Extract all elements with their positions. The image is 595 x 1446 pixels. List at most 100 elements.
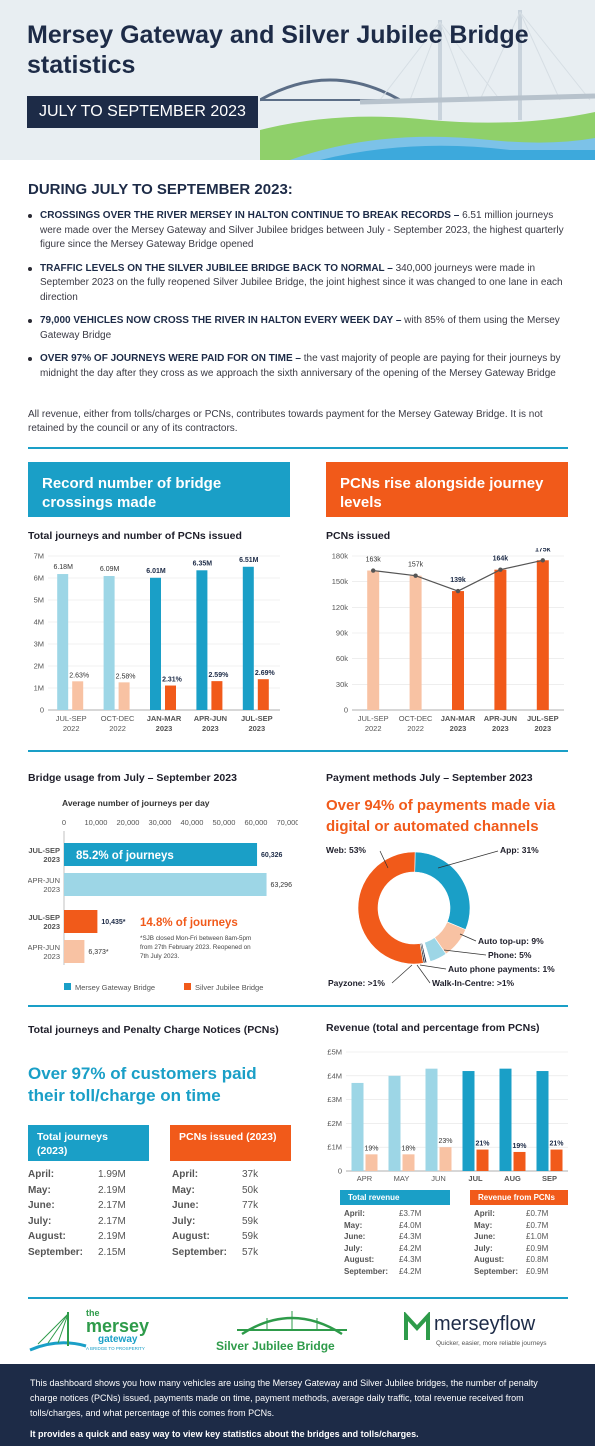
sjb-logo-text: Silver Jubilee Bridge	[216, 1339, 335, 1353]
journeys-value-label: 6.35M	[193, 560, 213, 567]
pcn-value-label: 139k	[450, 577, 466, 584]
x-tick-label: JUL-SEP	[241, 714, 273, 723]
pcn-share-label: 18%	[401, 1145, 415, 1152]
usage-bar	[64, 940, 85, 963]
pcns-table-head: PCNs issued (2023)	[170, 1125, 291, 1161]
pcn-percent-label: 2.59%	[208, 672, 229, 679]
y-tick-label: JUL-SEP	[28, 846, 60, 855]
divider	[28, 1005, 568, 1007]
revenue-bar	[351, 1082, 364, 1171]
pcn-revenue-bar	[476, 1149, 489, 1171]
row-value: 37k	[242, 1169, 259, 1180]
pcn-bar	[118, 682, 130, 710]
y-tick-label: 60k	[336, 654, 348, 663]
mersey-gateway-logo-main: mersey	[86, 1316, 150, 1336]
table-row: May: 2.19M	[28, 1183, 153, 1199]
revenue-bar	[499, 1068, 512, 1171]
y-tick-label: APR-JUN	[28, 943, 60, 952]
row-value: £4.3M	[399, 1255, 422, 1264]
pcn-bar	[165, 685, 176, 710]
row-label: September:	[344, 1266, 389, 1276]
revenue-bar	[388, 1075, 401, 1171]
y-tick-label: JUL-SEP	[28, 913, 60, 922]
pcns-table: April: 37k May: 50k June: 77k July: 59k August: 5…	[172, 1167, 292, 1260]
donut-label: Payzone: >1%	[328, 978, 385, 988]
x-tick-label: 30,000	[149, 818, 172, 827]
date-badge: JULY TO SEPTEMBER 2023	[27, 96, 258, 128]
pcn-percent-label: 2.31%	[162, 677, 183, 684]
row-label: July:	[344, 1243, 363, 1253]
legend-label-sjb: Silver Jubilee Bridge	[195, 983, 263, 992]
pcn-bar	[367, 570, 380, 710]
sjb-logo: Silver Jubilee Bridge	[212, 1308, 372, 1356]
banner-pcns-rise: PCNs rise alongside journey levels	[326, 462, 568, 517]
x-tick-label: SEP	[542, 1174, 557, 1183]
bridge-illustration	[260, 10, 595, 160]
table-row: September: £0.9M	[474, 1266, 566, 1278]
table-row: August: 59k	[172, 1229, 292, 1245]
x-tick-label: 60,000	[245, 818, 268, 827]
y-tick-label: £2M	[327, 1119, 342, 1128]
row-label: June:	[344, 1232, 366, 1241]
x-tick-label: 2023	[156, 724, 173, 733]
mgb-share-callout: 85.2% of journeys	[76, 850, 174, 862]
table-row: August: 2.19M	[28, 1229, 153, 1245]
table-row: July: £0.9M	[474, 1243, 566, 1255]
row-label: August:	[344, 1255, 375, 1264]
x-tick-label: MAY	[394, 1174, 410, 1183]
row-label: April:	[344, 1209, 365, 1218]
bullet-text: the vast majority of people are paying f…	[40, 353, 561, 379]
sjb-logo-icon	[237, 1311, 347, 1336]
table-row: September: £4.2M	[344, 1266, 444, 1278]
y-tick-label: 7M	[34, 552, 44, 561]
pcn-trend-point	[540, 558, 545, 563]
y-tick-label: £5M	[327, 1048, 342, 1057]
pcn-revenue-bar	[513, 1151, 526, 1171]
y-tick-label: 5M	[34, 596, 44, 605]
x-tick-label: 2023	[534, 724, 551, 733]
pcn-bar	[494, 569, 507, 710]
row-value: £0.7M	[526, 1209, 549, 1218]
donut-leader-line	[416, 964, 431, 984]
pcn-percent-label: 2.69%	[255, 670, 276, 677]
row-label: August:	[474, 1255, 505, 1264]
table-row: May: 50k	[172, 1183, 292, 1199]
pcn-trend-point	[455, 588, 461, 594]
pcn-revenue-bar	[550, 1149, 563, 1171]
x-tick-label: 2022	[365, 724, 382, 733]
pcn-section-title: Total journeys and Penalty Charge Notice…	[28, 1024, 279, 1036]
row-label: July:	[28, 1215, 52, 1227]
row-value: £1.0M	[526, 1232, 549, 1241]
row-label: August:	[172, 1231, 210, 1242]
table-row: May: £0.7M	[474, 1220, 566, 1232]
y-tick-label: APR-JUN	[28, 876, 60, 885]
y-tick-label: 1M	[34, 684, 44, 693]
x-tick-label: 2023	[248, 724, 265, 733]
revenue-bar	[462, 1071, 475, 1171]
table-row: September: 2.15M	[28, 1245, 153, 1261]
row-value: 2.19M	[98, 1184, 126, 1196]
merseyflow-logo: merseyflow Quicker, easier, more reliabl…	[404, 1310, 574, 1354]
merseyflow-logo-icon	[404, 1312, 430, 1340]
page-title: Mersey Gateway and Silver Jubilee Bridge…	[27, 21, 529, 79]
bullet-lead: 79,000 VEHICLES NOW CROSS THE RIVER IN H…	[40, 315, 402, 326]
revenue-bar	[425, 1068, 438, 1171]
donut-leader-line	[419, 964, 447, 970]
mersey-gateway-logo-icon	[29, 1312, 87, 1352]
pcn-bar	[211, 681, 223, 710]
row-label: May:	[474, 1220, 493, 1230]
pcn-percent-label: 2.63%	[69, 672, 89, 679]
row-label: June:	[172, 1200, 199, 1211]
footer: This dashboard shows you how many vehicl…	[0, 1364, 595, 1446]
donut-leader-line	[459, 933, 477, 942]
y-tick-label: 30k	[336, 680, 348, 689]
y-tick-label: 2M	[34, 662, 44, 671]
revenue-bar	[536, 1071, 549, 1171]
x-tick-label: OCT-DEC	[399, 714, 433, 723]
chart-title-payments: Payment methods July – September 2023	[326, 772, 533, 784]
payments-headline: Over 94% of payments made via digital or…	[326, 797, 556, 835]
pcn-trend-point	[498, 567, 503, 572]
y-tick-label: 0	[40, 706, 44, 715]
chart-title-journeys: Total journeys and number of PCNs issued	[28, 530, 242, 542]
